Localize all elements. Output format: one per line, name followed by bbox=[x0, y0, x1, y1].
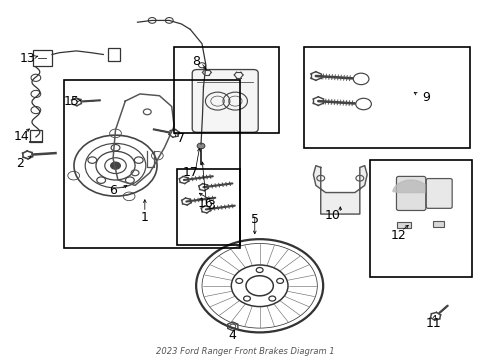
Text: 13: 13 bbox=[20, 51, 35, 64]
FancyBboxPatch shape bbox=[192, 69, 258, 132]
Circle shape bbox=[197, 143, 205, 149]
FancyBboxPatch shape bbox=[396, 176, 426, 211]
Text: 3: 3 bbox=[207, 199, 215, 212]
Bar bbox=[397, 222, 411, 228]
Bar bbox=[108, 48, 121, 61]
Text: 12: 12 bbox=[391, 229, 407, 242]
Bar bbox=[304, 47, 470, 148]
Text: 17: 17 bbox=[182, 166, 198, 179]
Text: 9: 9 bbox=[422, 91, 430, 104]
FancyBboxPatch shape bbox=[426, 179, 452, 208]
Bar bbox=[176, 169, 240, 244]
Circle shape bbox=[111, 162, 121, 169]
Bar bbox=[30, 130, 42, 142]
Text: 2: 2 bbox=[16, 157, 24, 170]
Text: 7: 7 bbox=[177, 132, 186, 145]
Bar bbox=[369, 160, 472, 277]
Text: 11: 11 bbox=[425, 317, 441, 330]
Text: 6: 6 bbox=[109, 184, 117, 197]
Bar bbox=[433, 221, 444, 226]
Text: 5: 5 bbox=[251, 213, 259, 226]
Text: 1: 1 bbox=[141, 211, 149, 224]
Text: 10: 10 bbox=[325, 210, 341, 222]
Text: 8: 8 bbox=[192, 55, 200, 68]
Text: 4: 4 bbox=[229, 329, 237, 342]
Bar bbox=[33, 50, 52, 66]
Text: 15: 15 bbox=[64, 95, 79, 108]
Text: 2023 Ford Ranger Front Brakes Diagram 1: 2023 Ford Ranger Front Brakes Diagram 1 bbox=[156, 347, 334, 356]
Bar bbox=[174, 47, 279, 134]
Polygon shape bbox=[393, 180, 429, 193]
Text: 14: 14 bbox=[13, 130, 29, 144]
Text: 16: 16 bbox=[198, 197, 214, 210]
Polygon shape bbox=[314, 166, 367, 214]
Bar bbox=[64, 80, 240, 248]
